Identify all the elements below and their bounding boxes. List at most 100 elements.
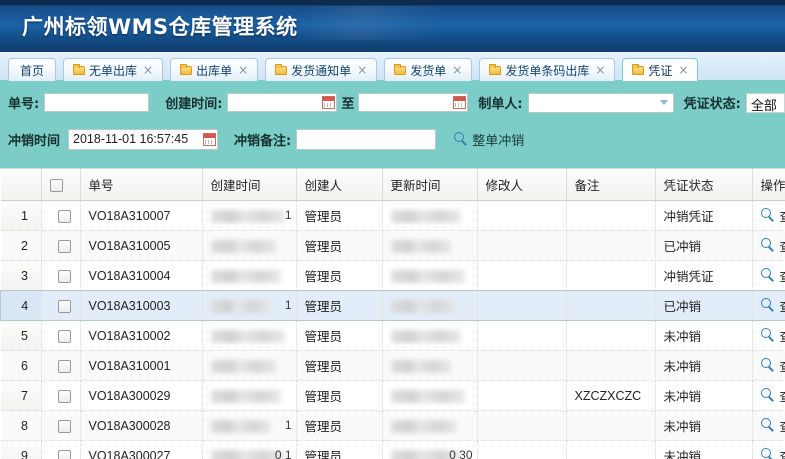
row-checkbox-cell[interactable] (41, 380, 81, 411)
voucher-status-select[interactable]: 全部 (745, 92, 785, 114)
col-create-time[interactable]: 创建时间 (202, 169, 297, 201)
view-button-label: 查看 (780, 206, 785, 225)
col-update-time[interactable]: 更新时间 (382, 169, 478, 201)
row-checkbox[interactable] (58, 389, 71, 403)
tab-close-icon[interactable]: × (143, 63, 154, 77)
redacted-value (210, 390, 281, 403)
table-row[interactable]: 8 VO18A300028 1 管理员 未冲销 查看 (0, 410, 785, 441)
folder-icon (275, 64, 288, 75)
cell-operation[interactable]: 查看 (752, 440, 785, 459)
tab-fahuodan[interactable]: 发货单 × (384, 58, 473, 81)
tab-close-icon[interactable]: × (595, 63, 606, 77)
tab-home[interactable]: 首页 (8, 58, 57, 81)
cell-created-by: 管理员 (296, 380, 383, 411)
row-checkbox[interactable] (58, 419, 71, 433)
cell-created-by: 管理员 (296, 260, 383, 291)
cell-operation[interactable]: 查看 (752, 260, 785, 291)
tab-close-icon[interactable]: × (238, 63, 249, 77)
page-title: 广州标领WMS仓库管理系统 (22, 15, 298, 39)
table-row[interactable]: 4 VO18A310003 1 管理员 已冲销 查看 (0, 290, 785, 321)
search-icon (760, 418, 775, 433)
cell-operation[interactable]: 查看 (752, 320, 785, 351)
table-row[interactable]: 9 VO18A300027 0 1 管理员 0 30 未冲销 查看 (0, 440, 785, 459)
writeoff-note-input[interactable] (296, 128, 437, 150)
tab-chukudan[interactable]: 出库单 × (170, 58, 259, 81)
create-time-from-input[interactable] (227, 93, 338, 112)
view-button[interactable]: 查看 (760, 386, 785, 405)
cell-remark (566, 290, 656, 321)
cell-order-no: VO18A310004 (80, 260, 203, 291)
redacted-value (210, 420, 271, 433)
maker-select-wrapper (527, 92, 674, 113)
calendar-icon[interactable] (453, 96, 467, 109)
col-modified-by[interactable]: 修改人 (477, 169, 567, 201)
data-grid[interactable]: 单号 创建时间 创建人 更新时间 修改人 备注 凭证状态 操作 1 VO18A31… (0, 168, 785, 459)
col-created-by[interactable]: 创建人 (296, 169, 383, 201)
table-row[interactable]: 3 VO18A310004 管理员 冲销凭证 查看 (0, 260, 785, 291)
cell-created-by: 管理员 (296, 440, 383, 459)
row-checkbox[interactable] (58, 239, 71, 253)
select-all-checkbox[interactable] (49, 179, 63, 192)
row-checkbox[interactable] (58, 449, 71, 459)
col-operation[interactable]: 操作 (752, 169, 785, 201)
row-checkbox-cell[interactable] (41, 320, 81, 351)
whole-writeoff-button[interactable]: 整单冲销 (454, 130, 524, 149)
cell-operation[interactable]: 查看 (752, 290, 785, 321)
tab-close-icon[interactable]: × (357, 63, 368, 77)
tab-close-icon[interactable]: × (452, 63, 463, 77)
tab-fahuodantiaomachuku[interactable]: 发货单条码出库 × (479, 58, 616, 81)
calendar-icon[interactable] (322, 96, 336, 109)
view-button[interactable]: 查看 (760, 326, 785, 345)
cell-operation[interactable]: 查看 (752, 230, 785, 261)
tab-pingzheng[interactable]: 凭证 × (622, 58, 699, 81)
row-checkbox-cell[interactable] (41, 200, 81, 231)
row-checkbox[interactable] (58, 209, 71, 223)
maker-select[interactable] (527, 92, 674, 113)
table-row[interactable]: 6 VO18A310001 管理员 未冲销 查看 (0, 350, 785, 381)
view-button[interactable]: 查看 (760, 416, 785, 435)
table-row[interactable]: 5 VO18A310002 管理员 未冲销 查看 (0, 320, 785, 351)
table-row[interactable]: 1 VO18A310007 1 管理员 冲销凭证 查看 (0, 200, 785, 231)
calendar-icon[interactable] (203, 132, 217, 146)
writeoff-note-label: 冲销备注: (234, 133, 292, 149)
view-button[interactable]: 查看 (760, 356, 785, 375)
view-button[interactable]: 查看 (760, 266, 785, 285)
table-row[interactable]: 2 VO18A310005 管理员 已冲销 查看 (0, 230, 785, 261)
view-button[interactable]: 查看 (760, 236, 785, 255)
col-remark[interactable]: 备注 (566, 169, 656, 201)
view-button[interactable]: 查看 (760, 446, 785, 459)
tab-fahuotongzhidan[interactable]: 发货通知单 × (265, 58, 378, 81)
col-voucher-status[interactable]: 凭证状态 (655, 169, 753, 201)
cell-operation[interactable]: 查看 (752, 200, 785, 231)
cell-operation[interactable]: 查看 (752, 380, 785, 411)
view-button[interactable]: 查看 (760, 206, 785, 225)
view-button-label: 查看 (780, 446, 785, 459)
tab-close-icon[interactable]: × (678, 63, 689, 77)
row-checkbox-cell[interactable] (41, 230, 81, 261)
row-checkbox-cell[interactable] (41, 260, 81, 291)
cell-operation[interactable]: 查看 (752, 350, 785, 381)
tab-wudanchuku[interactable]: 无单出库 × (63, 58, 164, 81)
cell-order-no: VO18A300028 (80, 410, 203, 441)
row-checkbox-cell[interactable] (41, 290, 81, 321)
col-order-no[interactable]: 单号 (80, 169, 203, 201)
order-no-input[interactable] (44, 93, 150, 112)
row-index: 5 (0, 320, 42, 351)
row-checkbox-cell[interactable] (41, 350, 81, 381)
col-select-all[interactable] (41, 169, 81, 201)
view-button[interactable]: 查看 (760, 296, 785, 315)
redacted-value (210, 210, 285, 223)
redacted-value (390, 390, 465, 403)
voucher-table: 单号 创建时间 创建人 更新时间 修改人 备注 凭证状态 操作 1 VO18A31… (0, 169, 785, 459)
writeoff-time-input[interactable] (68, 128, 219, 150)
filter-row-1: 单号: 创建时间: 至 制单人: 凭证状态: 全部 (0, 82, 785, 119)
row-checkbox-cell[interactable] (41, 440, 81, 459)
create-time-to-input[interactable] (358, 93, 469, 112)
row-checkbox[interactable] (58, 359, 71, 373)
row-checkbox[interactable] (58, 299, 71, 313)
row-checkbox[interactable] (58, 329, 71, 343)
row-checkbox[interactable] (58, 269, 71, 283)
row-checkbox-cell[interactable] (41, 410, 81, 441)
cell-operation[interactable]: 查看 (752, 410, 785, 441)
